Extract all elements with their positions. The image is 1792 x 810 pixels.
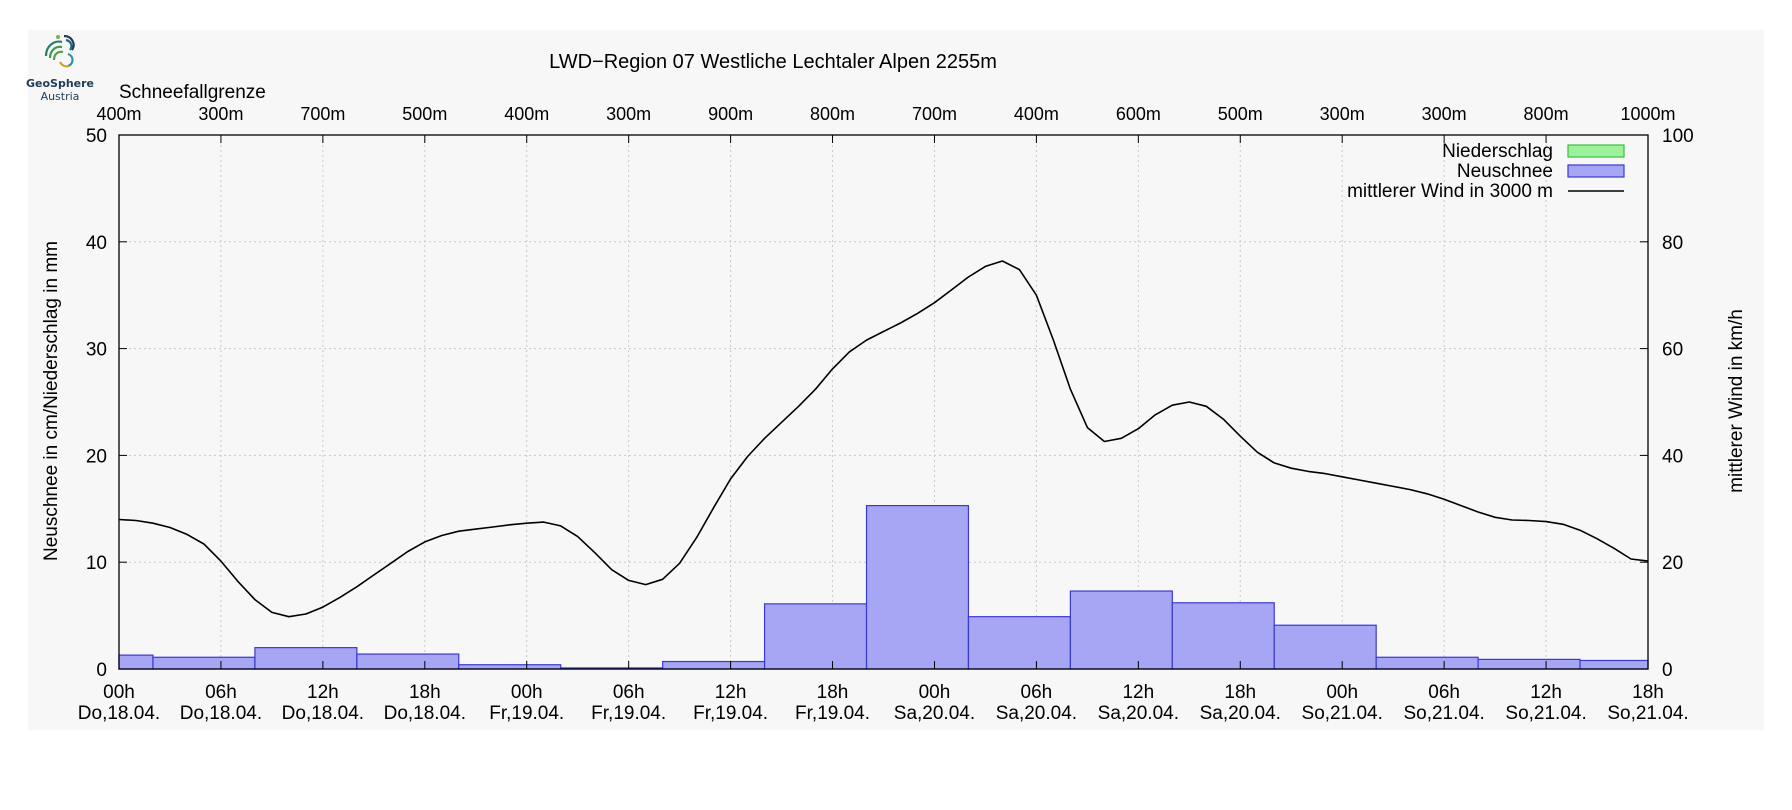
snowline-value-label: 400m (504, 104, 549, 124)
y2-tick-label: 100 (1662, 126, 1694, 147)
snowline-value-label: 300m (606, 104, 651, 124)
snowline-value-label: 900m (708, 104, 753, 124)
x-tick-day-label: Do,18.04. (180, 703, 262, 724)
snowline-value-label: 800m (810, 104, 855, 124)
x-tick-hour-label: 18h (409, 682, 441, 703)
x-tick-day-label: So,21.04. (1607, 703, 1688, 724)
x-tick-hour-label: 06h (1021, 682, 1053, 703)
y2-tick-label: 60 (1662, 340, 1683, 361)
x-tick-hour-label: 12h (307, 682, 339, 703)
x-tick-day-label: Sa,20.04. (894, 703, 975, 724)
x-tick-hour-label: 12h (1530, 682, 1562, 703)
x-tick-day-label: Sa,20.04. (996, 703, 1077, 724)
snowline-value-label: 400m (1014, 104, 1059, 124)
neuschnee-bar (1171, 602, 1275, 670)
y-tick-label: 50 (86, 126, 107, 147)
plot-frame (118, 134, 1649, 670)
x-tick-hour-label: 06h (1428, 682, 1460, 703)
snowline-value-label: 300m (1422, 104, 1467, 124)
y-tick-label: 20 (86, 446, 107, 467)
wind-series (118, 260, 1649, 618)
snowline-value-label: 700m (912, 104, 957, 124)
neuschnee-bar (1579, 659, 1649, 670)
neuschnee-bar (254, 647, 358, 670)
x-tick-hour-label: 18h (1632, 682, 1664, 703)
x-tick-day-label: Sa,20.04. (1200, 703, 1281, 724)
y-axis-label: Neuschnee in cm/Niederschlag in mm (41, 241, 62, 561)
legend-label: Niederschlag (1442, 141, 1553, 162)
snowline-value-label: 400m (96, 104, 141, 124)
x-tick-day-label: Fr,19.04. (489, 703, 564, 724)
x-tick-day-label: So,21.04. (1505, 703, 1586, 724)
neuschnee-bar (356, 653, 460, 670)
neuschnee-bar (152, 656, 256, 670)
x-tick-hour-label: 00h (1326, 682, 1358, 703)
x-tick-hour-label: 18h (1224, 682, 1256, 703)
legend-swatch (1567, 164, 1625, 178)
snowline-value-label: 800m (1524, 104, 1569, 124)
neuschnee-bar (118, 654, 154, 670)
y-tick-label: 10 (86, 553, 107, 574)
logo-subtitle: Austria (40, 90, 80, 103)
snowline-value-label: 300m (1320, 104, 1365, 124)
x-tick-day-label: Sa,20.04. (1098, 703, 1179, 724)
neuschnee-bar (967, 616, 1071, 670)
tick-marks (118, 134, 1649, 670)
y2-tick-label: 20 (1662, 553, 1683, 574)
snowline-value-label: 700m (300, 104, 345, 124)
y-tick-label: 30 (86, 340, 107, 361)
x-tick-day-label: Do,18.04. (384, 703, 466, 724)
neuschnee-bar (662, 660, 766, 670)
logo-name: GeoSphere (25, 77, 95, 90)
x-tick-hour-label: 12h (715, 682, 747, 703)
y-tick-label: 0 (96, 660, 107, 681)
x-tick-day-label: Fr,19.04. (693, 703, 768, 724)
neuschnee-bar (1069, 590, 1173, 670)
neuschnee-bar (1375, 656, 1479, 670)
x-tick-day-label: So,21.04. (1302, 703, 1383, 724)
x-tick-day-label: Fr,19.04. (795, 703, 870, 724)
neuschnee-bars (118, 504, 1649, 670)
legend-swatch (1567, 144, 1625, 158)
x-tick-hour-label: 00h (511, 682, 543, 703)
y2-tick-label: 40 (1662, 446, 1683, 467)
axis-labels: 0102030405002040608010000hDo,18.04.400m0… (78, 104, 1694, 724)
x-tick-hour-label: 12h (1122, 682, 1154, 703)
snowline-value-label: 300m (198, 104, 243, 124)
chart-title: LWD−Region 07 Westliche Lechtaler Alpen … (549, 51, 997, 73)
snowline-value-label: 1000m (1620, 104, 1675, 124)
x-tick-day-label: Do,18.04. (282, 703, 364, 724)
snowline-value-label: 500m (402, 104, 447, 124)
logo: GeoSphere Austria (22, 30, 98, 108)
x-tick-day-label: Do,18.04. (78, 703, 160, 724)
x-tick-day-label: So,21.04. (1403, 703, 1484, 724)
snowline-label: Schneefallgrenze (119, 82, 266, 103)
x-tick-hour-label: 00h (919, 682, 951, 703)
y2-tick-label: 0 (1662, 660, 1673, 681)
x-tick-hour-label: 06h (205, 682, 237, 703)
x-tick-hour-label: 18h (817, 682, 849, 703)
neuschnee-bar (1273, 624, 1377, 670)
legend-label: Neuschnee (1457, 161, 1553, 182)
neuschnee-bar (763, 603, 868, 670)
y2-axis-label: mittlerer Wind in km/h (1726, 309, 1747, 493)
x-tick-day-label: Fr,19.04. (591, 703, 666, 724)
y2-tick-label: 80 (1662, 233, 1683, 254)
geosphere-swirl-icon (44, 34, 75, 68)
legend-label: mittlerer Wind in 3000 m (1347, 181, 1553, 202)
y-tick-label: 40 (86, 233, 107, 254)
neuschnee-bar (865, 504, 970, 670)
x-tick-hour-label: 00h (103, 682, 135, 703)
wind-line (118, 260, 1649, 618)
snowline-value-label: 600m (1116, 104, 1161, 124)
neuschnee-bar (1477, 658, 1581, 670)
x-tick-hour-label: 06h (613, 682, 645, 703)
snowline-value-label: 500m (1218, 104, 1263, 124)
